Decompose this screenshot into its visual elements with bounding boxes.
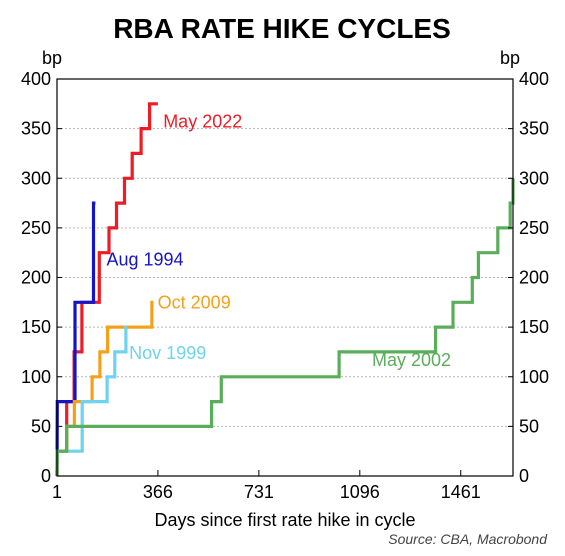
left-unit-label: bp bbox=[42, 48, 62, 68]
series-label-nov-1999: Nov 1999 bbox=[129, 343, 206, 363]
y-tick-label-left: 400 bbox=[21, 69, 51, 89]
y-tick-label-right: 100 bbox=[519, 367, 549, 387]
series-labels: May 2022 Aug 1994 Oct 2009 Nov 1999 May 2002 bbox=[106, 112, 451, 370]
y-tick-label-left: 350 bbox=[21, 119, 51, 139]
series-label-may-2002: May 2002 bbox=[372, 350, 451, 370]
y-tick-label-right: 400 bbox=[519, 69, 549, 89]
series-line-may-2022 bbox=[55, 102, 158, 477]
right-unit-label: bp bbox=[500, 48, 520, 68]
series-label-oct-2009: Oct 2009 bbox=[158, 292, 231, 312]
gridlines bbox=[57, 128, 513, 427]
y-tick-label-left: 100 bbox=[21, 367, 51, 387]
plot-frame bbox=[56, 78, 514, 477]
axis-ticks: 0 0 50 50 100 100 150 150 200 200 250 250 300 300 350 3… bbox=[21, 69, 549, 502]
y-tick-label-right: 0 bbox=[519, 466, 529, 486]
y-tick-label-right: 150 bbox=[519, 317, 549, 337]
series-lines bbox=[55, 102, 515, 477]
chart-title: RBA RATE HIKE CYCLES bbox=[113, 13, 451, 44]
series-label-aug-1994: Aug 1994 bbox=[106, 250, 183, 270]
series-label-may-2022: May 2022 bbox=[163, 112, 242, 132]
y-tick-label-right: 200 bbox=[519, 268, 549, 288]
x-tick-label: 1 bbox=[52, 482, 62, 502]
source-note: Source: CBA, Macrobond bbox=[388, 531, 548, 547]
y-tick-label-left: 250 bbox=[21, 218, 51, 238]
y-tick-label-right: 300 bbox=[519, 168, 549, 188]
y-tick-label-left: 300 bbox=[21, 168, 51, 188]
series-line-nov-1999 bbox=[55, 325, 128, 477]
y-tick-label-left: 150 bbox=[21, 317, 51, 337]
y-tick-label-right: 250 bbox=[519, 218, 549, 238]
x-tick-label: 1096 bbox=[340, 482, 380, 502]
x-axis-label: Days since first rate hike in cycle bbox=[154, 510, 415, 530]
x-tick-label: 731 bbox=[244, 482, 274, 502]
x-tick-label: 1461 bbox=[441, 482, 481, 502]
y-tick-label-right: 350 bbox=[519, 119, 549, 139]
x-tick-label: 366 bbox=[143, 482, 173, 502]
series-line-may-2002 bbox=[55, 178, 515, 477]
y-tick-label-left: 0 bbox=[41, 466, 51, 486]
series-line-aug-1994 bbox=[55, 201, 96, 477]
y-tick-label-left: 200 bbox=[21, 268, 51, 288]
y-tick-label-right: 50 bbox=[519, 416, 539, 436]
y-tick-label-left: 50 bbox=[31, 416, 51, 436]
